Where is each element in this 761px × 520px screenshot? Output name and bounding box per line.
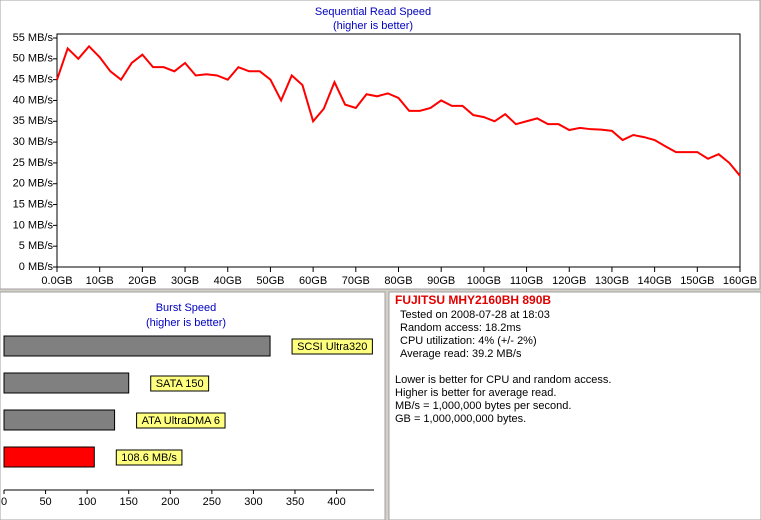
label-box xyxy=(136,412,226,429)
chart-title: Burst Speed xyxy=(156,302,217,314)
info-note: MB/s = 1,000,000 bytes per second. xyxy=(395,400,571,412)
info-line: CPU utilization: 4% (+/- 2%) xyxy=(400,335,537,347)
x-tick-label: 80GB xyxy=(384,275,412,287)
y-tick-label: 25 MB/s xyxy=(13,157,54,169)
info-line: Tested on 2008-07-28 at 18:03 xyxy=(400,309,550,321)
chart-title: Sequential Read Speed xyxy=(315,6,431,18)
burst-panel xyxy=(0,291,386,520)
x-tick-label: 160GB xyxy=(723,275,757,287)
x-tick-label: 120GB xyxy=(552,275,586,287)
bar-label: ATA UltraDMA 6 xyxy=(142,415,220,427)
label-box xyxy=(115,449,183,466)
chart-subtitle: (higher is better) xyxy=(146,317,226,329)
y-tick-label: 20 MB/s xyxy=(13,178,54,190)
x-tick-label: 140GB xyxy=(638,275,672,287)
x-tick-label: 150GB xyxy=(680,275,714,287)
y-tick-label: 45 MB/s xyxy=(13,74,54,86)
info-note: Lower is better for CPU and random acces… xyxy=(395,374,611,386)
info-line: Average read: 39.2 MB/s xyxy=(400,348,522,360)
y-tick-label: 15 MB/s xyxy=(13,198,54,210)
x-tick-label: 100 xyxy=(78,496,96,508)
x-tick-label: 100GB xyxy=(467,275,501,287)
bar-label: 108.6 MB/s xyxy=(121,452,177,464)
x-tick-label: 150 xyxy=(120,496,138,508)
x-tick-label: 130GB xyxy=(595,275,629,287)
x-tick-label: 60GB xyxy=(299,275,327,287)
bar xyxy=(3,409,116,431)
bar xyxy=(3,372,130,394)
y-tick-label: 10 MB/s xyxy=(13,219,54,231)
x-tick-label: 400 xyxy=(327,496,345,508)
bar-label: SCSI Ultra320 xyxy=(297,341,367,353)
y-tick-label: 35 MB/s xyxy=(13,115,54,127)
info-line: Random access: 18.2ms xyxy=(400,322,522,334)
drive-name: FUJITSU MHY2160BH 890B xyxy=(395,293,551,307)
x-tick-label: 20GB xyxy=(128,275,156,287)
x-tick-label: 0.0GB xyxy=(41,275,72,287)
x-tick-label: 50 xyxy=(39,496,51,508)
bar xyxy=(3,335,271,357)
x-tick-label: 200 xyxy=(161,496,179,508)
y-tick-label: 50 MB/s xyxy=(13,53,54,65)
x-tick-label: 250 xyxy=(203,496,221,508)
y-tick-label: 0 MB/s xyxy=(19,261,54,273)
bar xyxy=(3,446,95,468)
x-tick-label: 40GB xyxy=(214,275,242,287)
x-tick-label: 350 xyxy=(286,496,304,508)
bar-label: SATA 150 xyxy=(156,378,204,390)
x-tick-label: 50GB xyxy=(256,275,284,287)
y-tick-label: 30 MB/s xyxy=(13,136,54,148)
x-tick-label: 70GB xyxy=(342,275,370,287)
read-line xyxy=(56,44,741,177)
chart-subtitle: (higher is better) xyxy=(333,20,413,32)
x-tick-label: 0 xyxy=(1,496,7,508)
y-tick-label: 55 MB/s xyxy=(13,32,54,44)
info-note: Higher is better for average read. xyxy=(395,387,556,399)
y-tick-label: 5 MB/s xyxy=(19,240,54,252)
read-panel xyxy=(0,0,761,290)
x-tick-label: 30GB xyxy=(171,275,199,287)
x-tick-label: 110GB xyxy=(510,275,543,287)
info-note: GB = 1,000,000,000 bytes. xyxy=(395,413,526,425)
x-tick-label: 90GB xyxy=(427,275,455,287)
x-tick-label: 10GB xyxy=(86,275,114,287)
y-tick-label: 40 MB/s xyxy=(13,94,54,106)
x-tick-label: 300 xyxy=(244,496,262,508)
label-box xyxy=(150,375,210,392)
label-box xyxy=(291,338,373,355)
info-panel xyxy=(388,291,761,520)
